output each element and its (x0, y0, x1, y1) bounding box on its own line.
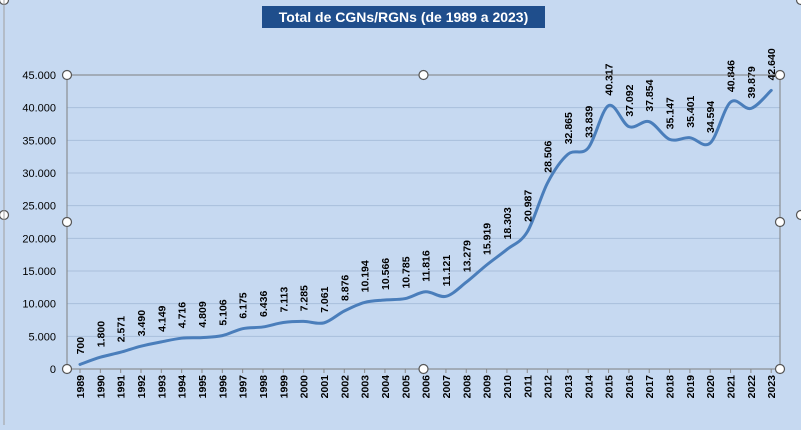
x-tick-label: 2010 (502, 375, 514, 399)
data-label: 1.800 (95, 321, 107, 347)
data-label: 11.121 (441, 255, 453, 287)
data-label: 7.061 (319, 286, 331, 312)
resize-handle (776, 365, 785, 374)
x-tick-label: 2013 (563, 375, 575, 399)
data-label: 20.987 (522, 190, 534, 222)
data-label: 35.401 (685, 95, 697, 127)
data-label: 15.919 (482, 223, 494, 255)
y-tick-label: 45.000 (22, 70, 56, 82)
x-tick-label: 2021 (726, 375, 738, 399)
x-tick-label: 2022 (746, 375, 758, 399)
data-label: 40.317 (604, 63, 616, 95)
x-tick-label: 2001 (319, 375, 331, 399)
x-tick-label: 1991 (116, 375, 128, 399)
data-label: 6.436 (258, 291, 270, 317)
x-tick-label: 1994 (177, 375, 189, 399)
y-tick-label: 35.000 (22, 135, 56, 147)
x-tick-label: 2006 (421, 375, 433, 399)
x-tick-label: 2017 (644, 375, 656, 399)
x-tick-label: 2002 (339, 375, 351, 399)
x-tick-label: 1999 (278, 375, 290, 399)
resize-handle (63, 218, 72, 227)
data-label: 3.490 (136, 310, 148, 336)
data-label: 40.846 (726, 60, 738, 92)
x-tick-label: 1996 (217, 375, 229, 399)
x-tick-label: 2009 (482, 375, 494, 399)
x-tick-label: 2000 (299, 375, 311, 399)
y-tick-label: 15.000 (22, 266, 56, 278)
chart-resize-handle (797, 0, 801, 5)
x-tick-label: 2014 (583, 375, 595, 399)
x-tick-label: 2019 (685, 375, 697, 399)
y-tick-label: 5.000 (28, 331, 56, 343)
y-tick-label: 0 (50, 364, 56, 376)
x-tick-label: 1995 (197, 375, 209, 399)
x-tick-label: 1998 (258, 375, 270, 399)
y-tick-label: 25.000 (22, 201, 56, 213)
chart-title: Total de CGNs/RGNs (de 1989 a 2023) (262, 6, 545, 28)
x-tick-label: 2018 (665, 375, 677, 399)
x-tick-label: 2011 (522, 375, 534, 398)
x-tick-label: 2015 (604, 375, 616, 399)
chart-resize-handle (797, 211, 801, 220)
data-label: 7.285 (299, 285, 311, 311)
data-label: 7.113 (278, 287, 290, 313)
data-label: 10.785 (400, 256, 412, 288)
x-tick-label: 2023 (766, 375, 778, 399)
data-label: 700 (75, 337, 87, 355)
x-tick-label: 1992 (136, 375, 148, 399)
y-tick-label: 40.000 (22, 103, 56, 115)
data-label: 37.092 (624, 84, 636, 116)
data-label: 2.571 (116, 316, 128, 342)
data-label: 28.506 (543, 140, 555, 172)
x-tick-label: 2012 (543, 375, 555, 399)
x-tick-label: 2016 (624, 375, 636, 399)
data-label: 4.716 (177, 302, 189, 328)
data-label: 39.879 (746, 66, 758, 98)
x-tick-label: 2007 (441, 375, 453, 399)
data-label: 6.175 (238, 292, 250, 318)
x-tick-label: 1989 (75, 375, 87, 399)
x-tick-label: 2003 (360, 375, 372, 399)
data-label: 4.809 (197, 301, 209, 327)
data-label: 35.147 (665, 97, 677, 129)
x-tick-label: 2005 (400, 375, 412, 399)
resize-handle (776, 71, 785, 80)
resize-handle (419, 365, 428, 374)
y-tick-label: 20.000 (22, 233, 56, 245)
data-label: 11.816 (421, 250, 433, 282)
data-label: 13.279 (461, 240, 473, 272)
y-tick-label: 10.000 (22, 299, 56, 311)
data-label: 34.594 (705, 101, 717, 133)
x-tick-label: 2008 (461, 375, 473, 399)
data-label: 8.876 (339, 275, 351, 301)
x-tick-label: 1993 (156, 375, 168, 399)
x-tick-label: 1990 (95, 375, 107, 399)
data-label: 4.149 (156, 305, 168, 331)
data-label: 33.839 (583, 106, 595, 138)
data-label: 37.854 (644, 79, 656, 111)
data-label: 10.566 (380, 258, 392, 290)
y-tick-label: 30.000 (22, 168, 56, 180)
resize-handle (419, 71, 428, 80)
x-tick-label: 1997 (238, 375, 250, 399)
data-label: 5.106 (217, 299, 229, 325)
resize-handle (63, 365, 72, 374)
data-label: 18.303 (502, 207, 514, 239)
resize-handle (63, 71, 72, 80)
data-label: 32.865 (563, 112, 575, 144)
x-tick-label: 2004 (380, 375, 392, 399)
data-label: 10.194 (360, 260, 372, 292)
resize-handle (776, 218, 785, 227)
x-tick-label: 2020 (705, 375, 717, 399)
